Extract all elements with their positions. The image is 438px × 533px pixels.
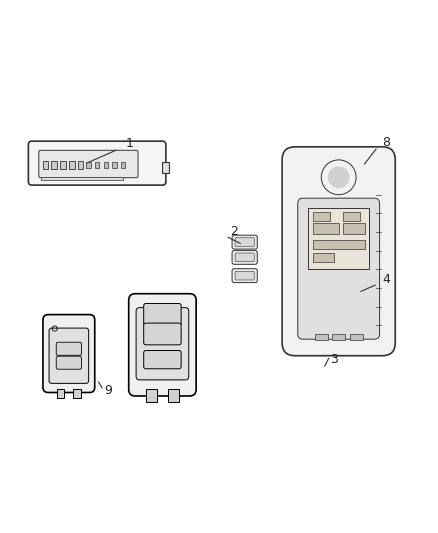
Bar: [313, 240, 365, 249]
Bar: [313, 212, 330, 221]
Bar: [313, 254, 334, 262]
Text: 3: 3: [330, 353, 338, 366]
FancyBboxPatch shape: [232, 235, 257, 249]
Bar: [343, 212, 360, 221]
Text: 2: 2: [230, 225, 238, 238]
Bar: [51, 161, 57, 169]
FancyBboxPatch shape: [298, 198, 380, 339]
FancyBboxPatch shape: [49, 328, 88, 383]
FancyBboxPatch shape: [144, 351, 181, 369]
Bar: [41, 177, 123, 180]
FancyBboxPatch shape: [43, 314, 95, 392]
FancyBboxPatch shape: [235, 238, 254, 246]
Bar: [86, 162, 91, 168]
Bar: [104, 162, 108, 168]
Bar: [113, 162, 117, 168]
FancyBboxPatch shape: [235, 253, 254, 262]
Bar: [332, 334, 345, 341]
FancyBboxPatch shape: [144, 323, 181, 345]
Bar: [95, 162, 99, 168]
FancyBboxPatch shape: [39, 150, 138, 177]
Bar: [343, 223, 365, 234]
Bar: [121, 162, 125, 168]
FancyBboxPatch shape: [235, 271, 254, 280]
FancyBboxPatch shape: [232, 269, 257, 282]
Bar: [168, 389, 179, 402]
Bar: [78, 161, 83, 169]
Bar: [162, 162, 169, 173]
Bar: [69, 161, 74, 169]
FancyBboxPatch shape: [136, 308, 189, 380]
FancyBboxPatch shape: [28, 141, 166, 185]
FancyBboxPatch shape: [232, 251, 257, 264]
Bar: [43, 161, 48, 169]
FancyBboxPatch shape: [144, 303, 181, 325]
Bar: [313, 223, 339, 234]
FancyBboxPatch shape: [56, 356, 81, 369]
Bar: [57, 389, 64, 398]
FancyBboxPatch shape: [282, 147, 395, 356]
FancyBboxPatch shape: [129, 294, 196, 396]
Text: 1: 1: [125, 137, 133, 150]
Bar: [350, 334, 363, 341]
Text: 8: 8: [382, 135, 390, 149]
Bar: [315, 334, 328, 341]
Bar: [73, 389, 81, 398]
Bar: [60, 161, 66, 169]
Bar: [146, 389, 157, 402]
Bar: [308, 208, 369, 269]
Circle shape: [328, 166, 350, 188]
FancyBboxPatch shape: [56, 342, 81, 356]
Text: 9: 9: [105, 384, 113, 397]
Text: 4: 4: [382, 273, 390, 286]
